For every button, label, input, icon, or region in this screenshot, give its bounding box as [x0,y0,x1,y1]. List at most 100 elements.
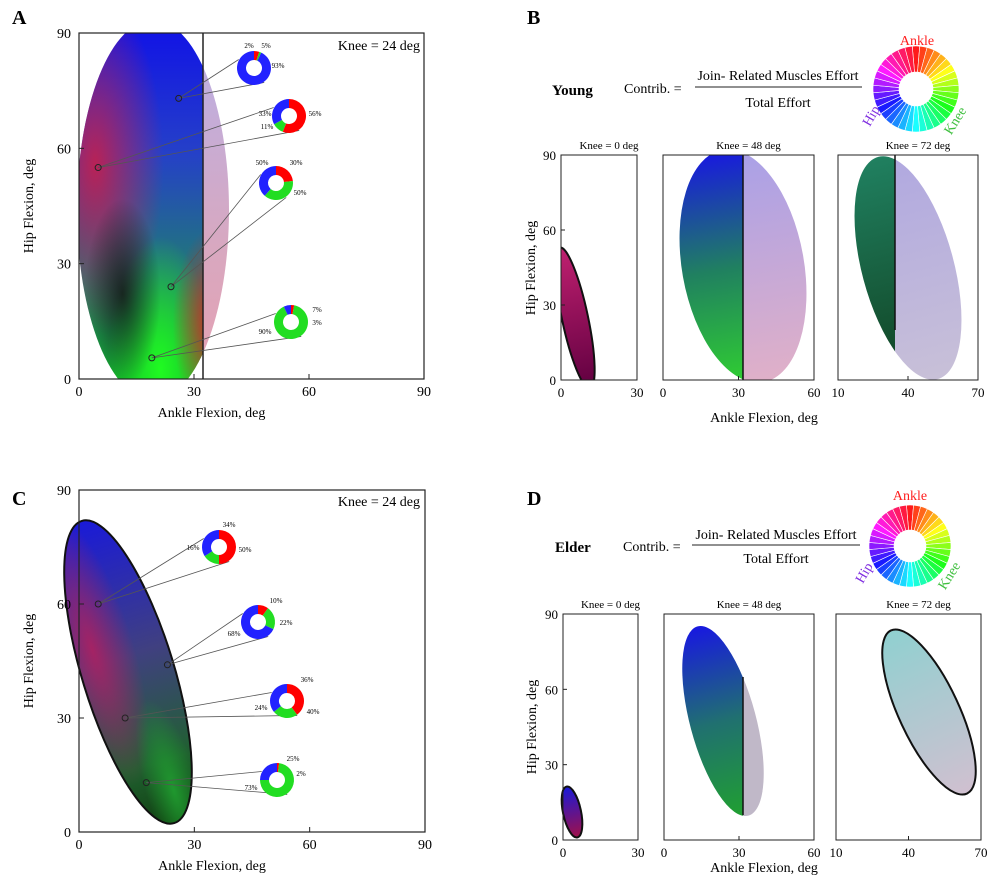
y-axis-label: Hip Flexion, deg [22,159,37,254]
subplot-frame [560,154,638,381]
formula-numerator: Join- Related Muscles Effort [697,69,858,84]
donut-slice-knee [204,551,219,564]
donut-slice-ankle [219,530,236,564]
x-tick-label: 10 [830,845,843,860]
donut-slice-knee [273,706,297,718]
subplot-title-c: Knee = 24 deg [338,495,420,510]
x-tick-label: 30 [632,845,645,860]
donut-label: 16% [187,544,200,552]
heat-region-c [63,519,193,825]
sample-point [94,600,102,608]
x-tick-label: 60 [303,838,317,853]
donut-slice-knee [274,305,309,340]
sample-point [163,661,171,669]
x-tick-label: 60 [808,845,821,860]
donut-label: 24% [255,704,268,712]
leader-line [98,561,230,605]
panel-label-b: B [527,7,540,29]
donut-label: 25% [287,755,300,763]
leader-line [151,336,302,359]
y-axis-label: Hip Flexion, deg [22,614,37,709]
pies-a: 2% 5% 93% 33% 56% 11% 50% 30% 50% 7% 3% 90% [94,42,322,362]
group-label-young: Young [552,83,593,99]
donut-label: 10% [270,597,283,605]
formula-b: Contrib. = Join- Related Muscles Effort … [624,69,862,111]
donut-label: 34% [223,521,236,529]
donut-slice-hip [260,763,277,780]
donut-slice-knee [262,608,275,630]
leader-line [146,782,288,795]
leader-line [125,715,298,719]
color-wheel-b [872,45,960,133]
donut-slice-hip [240,605,274,640]
leader-line [151,313,276,359]
subplot-title: Knee = 48 deg [716,140,781,152]
donut-slice-ankle [287,684,305,715]
subplot-title: Knee = 48 deg [717,599,782,611]
donut-slice-hip [270,684,287,712]
x-axis-label: Ankle Flexion, deg [158,406,266,421]
donut-label: 36% [301,676,314,684]
sample-point [148,354,156,362]
y-axis-label: Hip Flexion, deg [525,680,540,775]
y-tick-label: 90 [543,148,556,163]
donut-slice-ankle [291,305,295,315]
y-tick-label: 0 [550,373,557,388]
formula-prefix: Contrib. = [623,540,681,555]
subplot-title-a: Knee = 24 deg [338,39,420,54]
wheel-segment [899,504,909,531]
x-tick-label: 90 [418,838,432,853]
formula-d: Contrib. = Join- Related Muscles Effort … [623,528,860,567]
leader-line [167,636,269,666]
y-tick-label: 0 [64,826,71,841]
donut-slice-ankle [276,166,293,183]
x-tick-label: 30 [631,385,644,400]
donut-slice-ankle [258,605,268,616]
donut-label: 33% [259,110,272,118]
donut-slice-hip [272,99,289,125]
heat-region-a [79,33,229,379]
y-tick-label: 90 [545,607,558,622]
y-tick-label: 30 [57,258,71,273]
donut-slice-hip [201,530,219,557]
x-tick-label: 0 [661,845,668,860]
axes-a: 0 30 60 90 0 30 60 90 Ankle Flexion, deg Hip Flex… [22,27,431,421]
x-tick-label: 60 [808,385,821,400]
wheel-label-ankle: Ankle [893,489,927,504]
leader-line [178,59,239,99]
donut-label: 2% [296,770,306,778]
donut-label: 50% [294,189,307,197]
x-tick-label: 10 [832,385,845,400]
heat-region-d3 [881,628,977,796]
donut-label: 40% [307,708,320,716]
leader-line [125,692,272,719]
leader-line [98,538,204,605]
x-tick-label: 0 [76,385,83,400]
panel-d: D Elder Contrib. = Join- Related Muscles… [525,488,988,876]
plot-frame-c [78,489,426,833]
donut-label: 2% [244,42,254,50]
donut-label: 68% [228,630,241,638]
pies-c: 34% 50% 16% 10% 22% 68% 36% 24% 40% 25% 2% 73% [94,521,320,797]
x-tick-label: 0 [660,385,667,400]
donut-slice-knee [260,763,295,797]
x-tick-label: 30 [187,838,201,853]
y-axis-label: Hip Flexion, deg [524,221,539,316]
panel-a: A Knee = 24 deg 0 30 60 90 0 30 60 90 Ankle Flex… [12,7,431,421]
color-wheel-d [868,504,952,588]
x-tick-label: 70 [975,845,988,860]
donut-slice-knee [274,119,287,132]
leader-line [178,82,265,99]
y-tick-label: 30 [543,298,556,313]
x-tick-label: 0 [76,838,83,853]
donut-label: 3% [312,319,322,327]
y-tick-label: 60 [57,142,71,157]
x-tick-label: 40 [902,845,915,860]
donut-label: 50% [239,546,252,554]
x-axis-label: Ankle Flexion, deg [710,411,818,426]
subplot-title: Knee = 0 deg [579,140,639,152]
heat-region-d2 [682,625,764,817]
donut-slice-ankle [277,763,280,773]
subplots-b: Knee = 0 deg 0 30 0 30 60 90 Knee = 48 deg 0 30 60… [524,140,985,426]
